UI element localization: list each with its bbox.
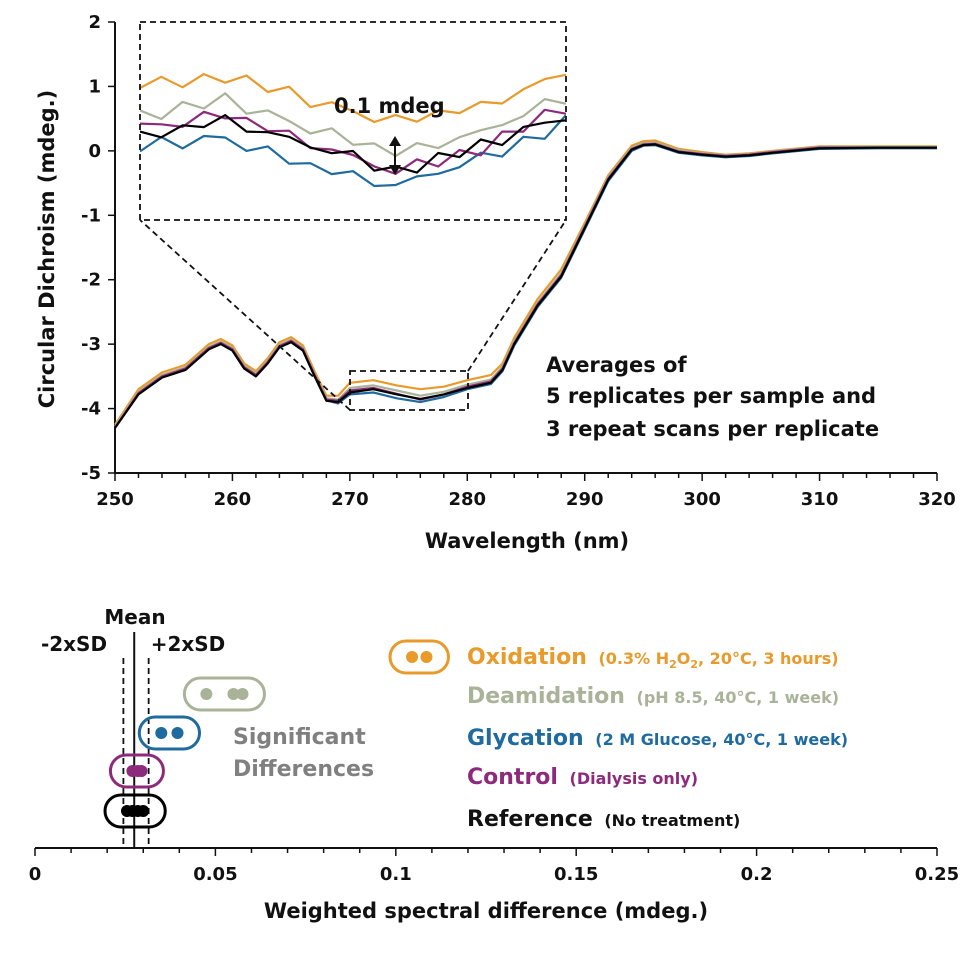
top-y-tick-label: -3 [81, 334, 101, 355]
plus-2sd-label: +2xSD [151, 632, 226, 656]
legend-oxidation-sub-2: 2 [690, 658, 698, 671]
bottom-x-tick-label: 0.25 [915, 864, 959, 885]
inset-box [139, 21, 567, 221]
wsd-chart: 0 0.05 0.1 0.15 0.2 0.25 Weighted spectral di… [29, 605, 959, 923]
data-point-reference [137, 805, 150, 817]
bottom-x-tick-label: 0.15 [554, 864, 598, 885]
group-capsule-oxidation [388, 639, 450, 675]
treatment-groups [103, 676, 266, 829]
group-glycation [137, 715, 202, 751]
top-x-tick-label: 260 [214, 489, 252, 510]
top-x-tick-label: 280 [448, 489, 486, 510]
inset-series-lines [140, 72, 566, 188]
inset-line-glycation [140, 114, 566, 188]
data-point-control [135, 765, 148, 777]
data-point-oxidation [406, 651, 419, 663]
inset-background [140, 22, 566, 220]
group-capsule-control [108, 753, 165, 789]
legend-glycation: Glycation (2 M Glucose, 40°C, 1 week) [467, 726, 848, 751]
zoom-connector-right [467, 219, 567, 372]
bottom-x-tick-label: 0 [29, 864, 42, 885]
group-reference [103, 793, 167, 829]
data-point-glycation [155, 727, 168, 739]
top-x-tick-label: 320 [918, 489, 956, 510]
top-y-tick-label: -4 [81, 399, 101, 420]
data-point-deamidation [227, 688, 240, 700]
top-axes [108, 21, 938, 481]
legend-reference: Reference (No treatment) [467, 807, 740, 832]
top-x-tick-labels: 250 260 270 280 290 300 310 320 [96, 489, 956, 510]
legend-deamidation-name: Deamidation [467, 684, 625, 709]
inset-line-control [140, 108, 566, 175]
top-y-tick-label: -5 [81, 463, 101, 484]
legend-reference-detail: (No treatment) [604, 811, 740, 830]
top-x-tick-label: 270 [331, 489, 369, 510]
group-capsule-glycation [137, 715, 202, 751]
legend-deamidation-detail: (pH 8.5, 40°C, 1 week) [637, 688, 840, 707]
top-y-tick-label: 0 [88, 141, 101, 162]
top-y-tick-label: -2 [81, 270, 101, 291]
annotation-line-2: 5 replicates per sample and [546, 384, 876, 408]
legend-glycation-name: Glycation [467, 726, 584, 751]
legend-oxidation-name: Oxidation [467, 645, 587, 670]
top-y-tick-labels: 2 1 0 -1 -2 -3 -4 -5 [81, 12, 101, 484]
legend-oxidation-detail-c: , 20°C, 3 hours) [698, 649, 839, 668]
legend-oxidation-detail-b: O [677, 649, 691, 668]
legend-oxidation-sub-1: 2 [669, 658, 677, 671]
data-point-deamidation [200, 688, 213, 700]
annotation-line-3: 3 repeat scans per replicate [546, 417, 879, 441]
top-x-axis-label: Wavelength (nm) [425, 529, 629, 553]
zoom-connector-left [139, 219, 351, 411]
legend-glycation-detail: (2 M Glucose, 40°C, 1 week) [595, 730, 848, 749]
bottom-x-tick-labels: 0 0.05 0.1 0.15 0.2 0.25 [29, 864, 959, 885]
annotation-line-1: Averages of [546, 353, 687, 377]
cd-spectrum-chart: 250 260 270 280 290 300 310 320 2 1 0 -1 -2 -3 -4 -5 W… [35, 12, 956, 553]
top-y-tick-label: 1 [88, 76, 101, 97]
group-control [108, 753, 165, 789]
bottom-x-tick-label: 0.05 [193, 864, 237, 885]
group-capsule-reference [103, 793, 167, 829]
legend-control: Control (Dialysis only) [467, 765, 698, 790]
top-x-tick-label: 300 [683, 489, 721, 510]
minus-2sd-label: -2xSD [41, 632, 107, 656]
inset-scale-label: 0.1 mdeg [334, 94, 445, 118]
top-x-tick-label: 310 [801, 489, 839, 510]
inset-line-deamidation [140, 92, 566, 158]
inset-line-oxidation [140, 72, 566, 124]
mean-label: Mean [104, 605, 165, 629]
legend-reference-name: Reference [467, 807, 593, 832]
legend-key-oxidation [388, 639, 450, 675]
legend-oxidation-detail-a: (0.3% H [598, 649, 669, 668]
inset-line-reference [140, 113, 566, 174]
zoom-region-box [349, 370, 469, 411]
top-x-tick-label: 290 [566, 489, 604, 510]
data-point-glycation [171, 727, 184, 739]
significant-label-1: Significant [233, 725, 366, 750]
legend-oxidation: Oxidation (0.3% H2O2, 20°C, 3 hours) [467, 645, 839, 671]
significant-label-2: Differences [233, 757, 374, 782]
inset-scale-arrow [389, 136, 401, 175]
legend-control-detail: (Dialysis only) [570, 769, 699, 788]
top-series-lines [114, 139, 937, 429]
top-y-tick-label: 2 [88, 12, 101, 33]
legend-deamidation: Deamidation (pH 8.5, 40°C, 1 week) [467, 684, 839, 709]
legend-control-name: Control [467, 765, 558, 790]
bottom-x-tick-label: 0.1 [380, 864, 412, 885]
series-line-oxidation [114, 139, 937, 426]
data-point-oxidation [420, 651, 433, 663]
bottom-x-tick-label: 0.2 [741, 864, 773, 885]
bottom-axes [34, 847, 938, 856]
top-x-tick-label: 250 [96, 489, 134, 510]
series-line-reference [114, 143, 937, 429]
top-y-axis-label: Circular Dichroism (mdeg.) [35, 90, 59, 408]
bottom-x-axis-label: Weighted spectral difference (mdeg.) [264, 899, 708, 923]
data-point-deamidation [236, 688, 249, 700]
group-capsule-deamidation [182, 676, 266, 712]
group-deamidation [182, 676, 266, 712]
top-y-tick-label: -1 [81, 205, 101, 226]
legend: Oxidation (0.3% H2O2, 20°C, 3 hours) Dea… [388, 639, 848, 832]
